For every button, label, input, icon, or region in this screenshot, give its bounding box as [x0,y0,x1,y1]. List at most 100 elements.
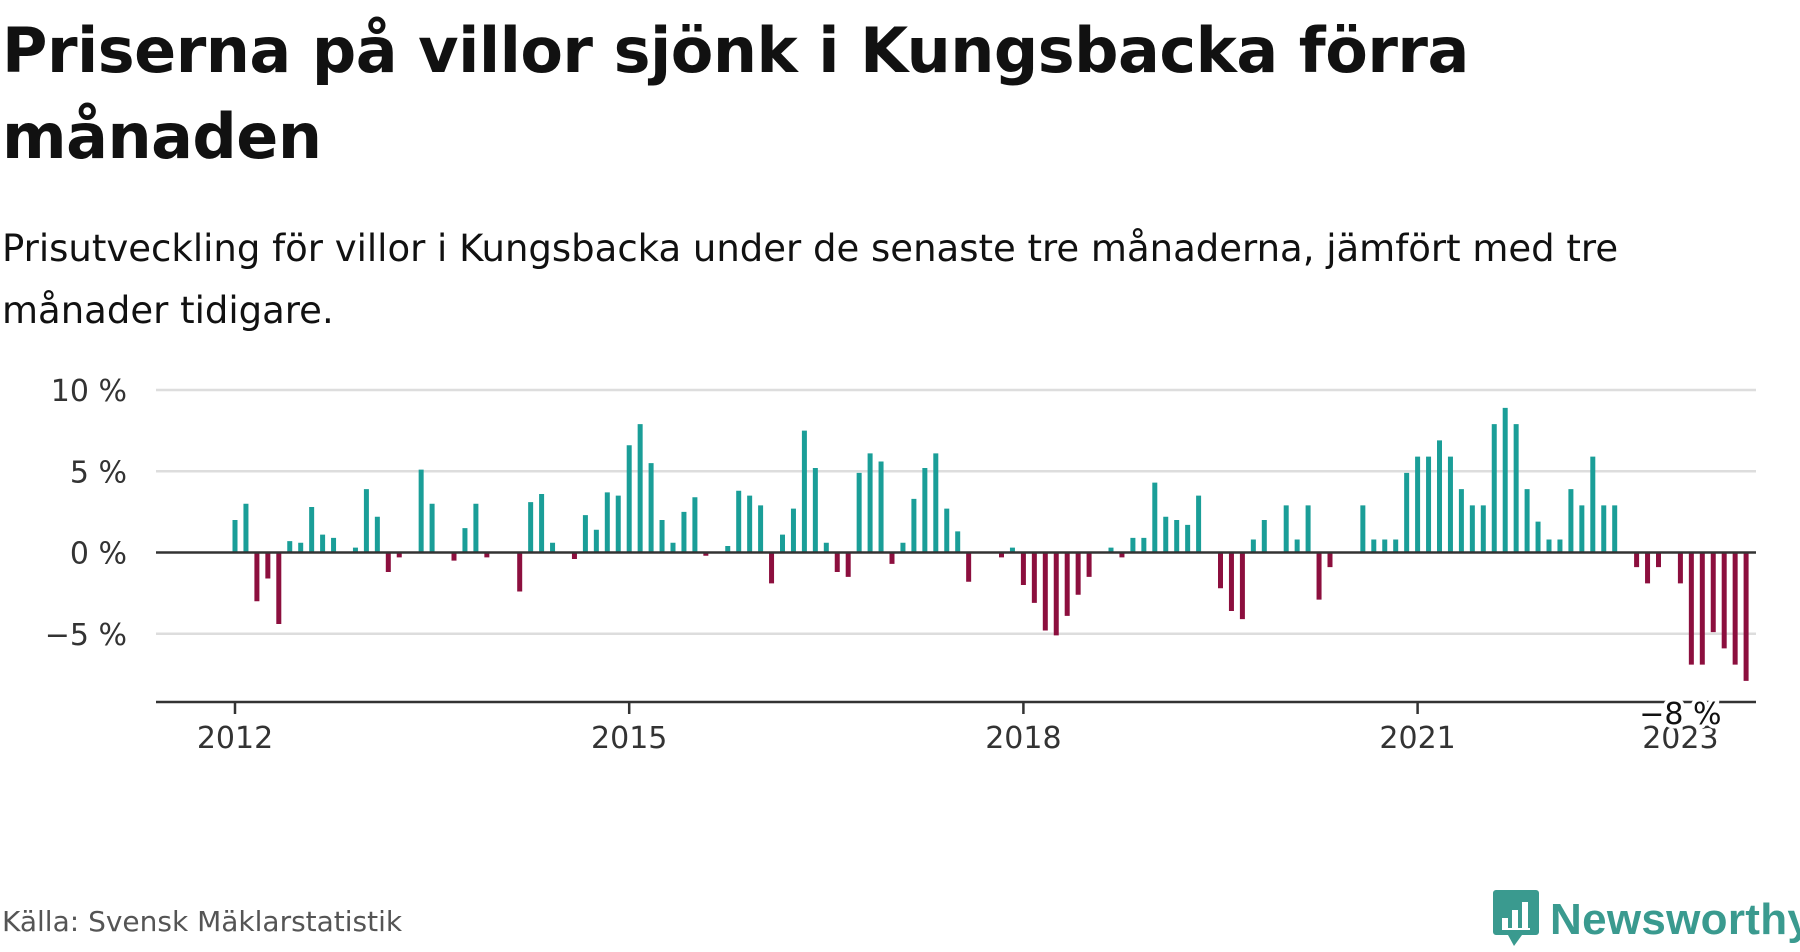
bar [320,534,326,553]
bar [922,468,928,553]
bar [1721,552,1727,649]
bar [1502,407,1508,553]
bar [539,494,545,553]
bar [856,472,862,553]
bar [1218,552,1223,589]
x-tick-label: 2018 [985,721,1061,756]
bar [1009,547,1015,553]
bar [429,503,435,553]
bar [1732,552,1738,665]
bar [385,552,391,572]
bar [1524,489,1530,553]
bar-chart: 10 % 5 % 0 % −5 % 2012 2015 2018 2021 2023 −8 %… [45,374,1756,756]
bar [1042,552,1048,631]
bar [1053,552,1059,636]
bar [966,552,972,582]
bar [1645,552,1651,584]
bar [1152,482,1158,553]
bar [933,453,939,553]
bar [1590,456,1596,553]
bar [703,552,709,556]
bar [243,503,249,553]
bar [780,534,785,553]
bar [1283,505,1289,553]
bar [648,463,654,553]
bar [1579,505,1585,553]
bar [1174,520,1180,553]
bar [889,552,895,564]
y-axis-ticks: 10 % 5 % 0 % −5 % [45,374,127,653]
bar [1020,552,1026,585]
bar [1688,552,1694,665]
bar [1141,537,1147,553]
bar [615,495,621,553]
bar [1031,552,1037,603]
bar [1437,440,1442,553]
bar [911,498,917,553]
bar [571,552,577,559]
bar [670,542,676,553]
bar [1185,524,1191,553]
bar [769,552,775,584]
bar [396,552,402,558]
bar [331,537,337,553]
bar [790,508,796,553]
y-tick-label: −5 % [45,618,127,653]
bar [1568,489,1574,553]
bar [900,542,906,553]
bar [812,468,818,553]
y-tick-label: 0 % [70,537,127,572]
x-tick-label: 2015 [591,721,667,756]
data-label: −8 % [1639,697,1721,732]
bar [232,520,238,553]
bar [593,529,599,553]
annotation-halo: −8 % [1639,697,1721,732]
bar [1064,552,1070,616]
source-credit: Källa: Svensk Mäklarstatistik [2,905,403,938]
bar [955,531,961,553]
bar [659,520,665,553]
bar [1316,552,1322,600]
bar [484,552,490,558]
bar [473,503,479,553]
bar [823,542,829,553]
bar [1382,539,1388,553]
x-axis-ticks: 2012 2015 2018 2021 2023 [197,702,1719,756]
bar [1677,552,1683,584]
bar [1163,516,1169,553]
annotations: −8 %−8 % [1635,693,1725,736]
bar [604,492,610,553]
bar [1261,520,1267,553]
bar [681,511,687,553]
bar [451,552,457,561]
bar [582,515,588,553]
bar [276,552,282,624]
bar [1710,552,1716,633]
bar [801,430,807,553]
bar [1228,552,1234,611]
bar [1327,552,1333,568]
bar [287,541,293,553]
bar [1513,424,1519,553]
bar [626,445,632,553]
bar [462,528,468,553]
bar [1699,552,1705,665]
bar [1239,552,1245,620]
bar [1426,456,1432,553]
brand-logo: Newsworthy [1492,888,1800,952]
bar [418,469,424,553]
x-tick-label: 2023 [1642,721,1718,756]
bar [1305,505,1311,553]
bar [758,505,764,553]
bar [1404,472,1410,553]
axes [156,551,1756,704]
chart-subtitle: Prisutveckling för villor i Kungsbacka u… [2,227,1619,332]
bar [298,542,304,553]
bar [1393,539,1399,553]
bar [747,495,753,553]
bar [1447,456,1453,553]
bar [352,547,358,553]
bar [550,542,556,553]
bar [265,552,271,579]
bar [1535,521,1541,553]
